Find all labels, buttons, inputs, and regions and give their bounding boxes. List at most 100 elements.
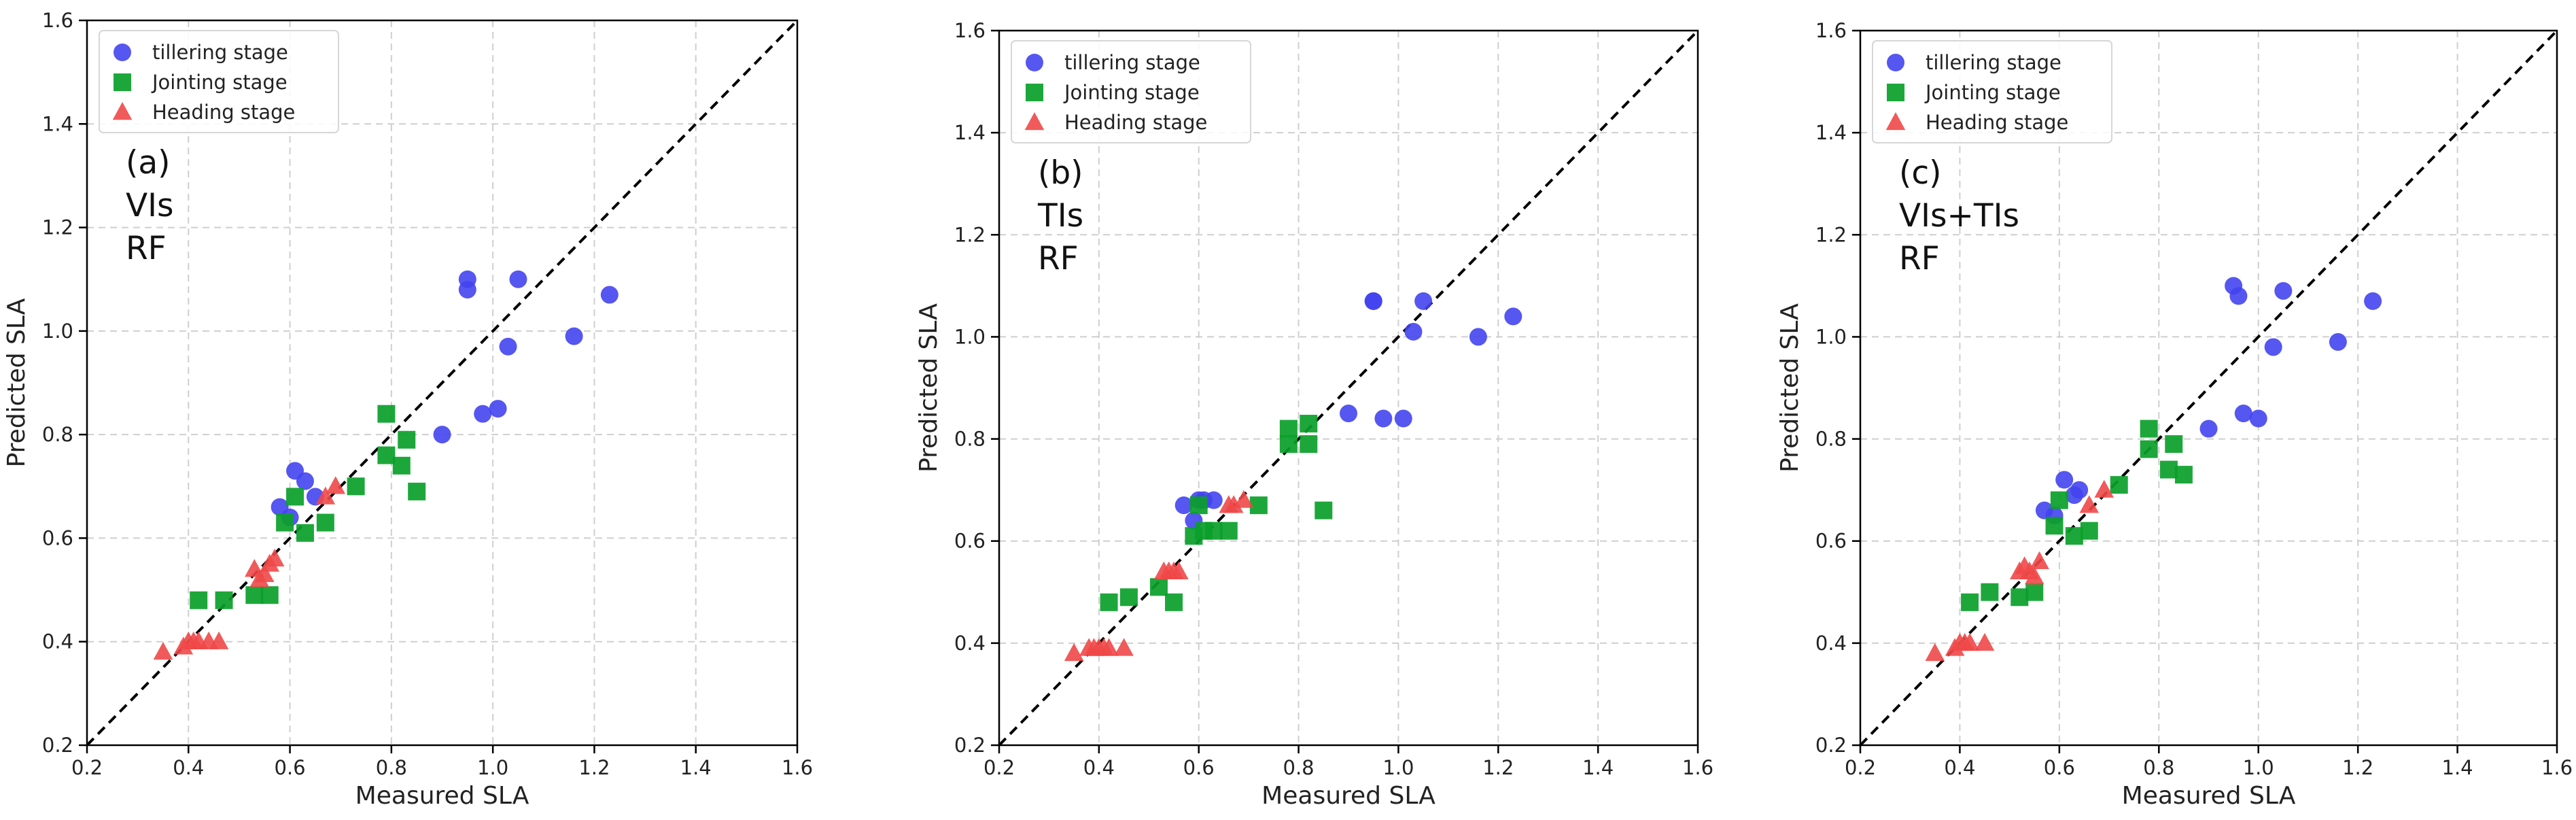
data-point: [1234, 490, 1254, 508]
one-to-one-line: [86, 19, 799, 747]
panel-annotation: (a): [126, 144, 170, 182]
legend-marker: [1026, 54, 1043, 71]
x-tick-label: 0.2: [984, 756, 1015, 779]
data-point: [509, 270, 527, 288]
x-axis-label: Measured SLA: [2122, 782, 2296, 810]
data-point: [254, 564, 275, 582]
data-point: [489, 400, 507, 418]
legend-box: [1872, 40, 2112, 143]
data-point: [1279, 420, 1298, 438]
data-point: [296, 472, 314, 490]
data-point: [1960, 632, 1980, 651]
data-point: [1404, 322, 1423, 341]
data-point: [1165, 593, 1183, 611]
y-axis-label: Predicted SLA: [3, 298, 31, 467]
data-point: [1974, 632, 1995, 651]
data-point: [1469, 328, 1487, 346]
y-tick-label: 1.6: [1815, 19, 1847, 42]
data-point: [1114, 638, 1134, 656]
y-tick-label: 0.4: [1815, 632, 1847, 655]
panel-annotation: RF: [1899, 240, 1940, 277]
y-tick-label: 0.4: [954, 632, 986, 655]
data-point: [2159, 460, 2178, 479]
data-point: [286, 488, 304, 506]
data-point: [1100, 593, 1118, 611]
legend-label: Heading stage: [152, 101, 295, 124]
data-point: [565, 327, 583, 345]
data-point: [1223, 495, 1244, 513]
x-tick-label: 1.6: [2541, 756, 2573, 779]
series-tillering-stage: [271, 270, 619, 526]
x-tick-label: 1.0: [1382, 756, 1414, 779]
data-point: [1064, 643, 1084, 662]
data-point: [1119, 588, 1138, 607]
legend: tillering stage Jointing stage Heading sta…: [1872, 40, 2112, 143]
legend-marker: [112, 102, 133, 120]
data-point: [2045, 517, 2064, 535]
legend-marker: [114, 44, 131, 61]
data-point: [1981, 583, 1999, 601]
data-point: [276, 513, 294, 532]
plot-frame: [86, 19, 799, 747]
panel-annotation: (b): [1038, 154, 1083, 192]
data-point: [2234, 405, 2252, 423]
data-point: [1925, 643, 1945, 662]
x-tick-label: 0.6: [1183, 756, 1215, 779]
data-point: [190, 591, 208, 609]
y-tick-label: 1.6: [42, 9, 73, 32]
series-tillering-stage: [2035, 277, 2382, 525]
data-point: [1219, 522, 1238, 540]
data-point: [2025, 583, 2044, 601]
series-heading-stage: [1064, 490, 1254, 662]
x-tick-label: 1.4: [2442, 756, 2473, 779]
x-tick-label: 1.0: [477, 756, 508, 779]
data-point: [1374, 409, 1393, 428]
data-point: [1364, 292, 1382, 310]
y-axis-label: Predicted SLA: [915, 303, 943, 473]
x-axis-label: Measured SLA: [1261, 782, 1435, 810]
y-tick-label: 1.0: [42, 320, 73, 343]
legend-label: Jointing stage: [151, 71, 288, 94]
y-tick-label: 1.4: [954, 121, 986, 144]
legend-box: [1011, 40, 1251, 143]
data-point: [1204, 491, 1223, 509]
x-tick-label: 0.8: [1283, 756, 1315, 779]
y-tick-label: 0.4: [42, 630, 73, 653]
legend-label: Jointing stage: [1063, 81, 1200, 104]
x-tick-label: 1.2: [1482, 756, 1514, 779]
series-tillering-stage: [1174, 292, 1522, 530]
legend-box: [99, 30, 339, 133]
data-point: [2079, 495, 2100, 513]
data-point: [245, 586, 264, 604]
data-point: [2140, 440, 2158, 458]
y-tick-label: 1.2: [954, 223, 986, 246]
x-tick-label: 0.8: [2143, 756, 2174, 779]
x-tick-label: 0.2: [1845, 756, 1876, 779]
data-point: [2199, 420, 2218, 438]
legend-marker: [1885, 112, 1906, 131]
data-point: [2070, 481, 2089, 499]
y-tick-label: 1.2: [1815, 223, 1847, 246]
x-tick-label: 0.6: [2044, 756, 2075, 779]
plot-frame: [998, 29, 1699, 747]
x-tick-label: 0.2: [71, 756, 103, 779]
chart-panel-2: 0.2 0.4 0.6 0.8 1.0 1.2 1.4 1.6 0.2 0.4 0.6 0.8 1.0 1…: [915, 19, 1713, 810]
y-tick-label: 0.6: [954, 530, 986, 553]
legend-label: tillering stage: [1064, 51, 1200, 74]
data-point: [433, 426, 451, 444]
data-point: [296, 524, 314, 542]
data-point: [1414, 292, 1433, 310]
x-tick-label: 1.0: [2243, 756, 2274, 779]
plot-frame: [1859, 29, 2558, 747]
data-point: [600, 286, 619, 304]
x-tick-label: 1.4: [680, 756, 712, 779]
data-point: [2110, 476, 2128, 494]
y-tick-label: 0.2: [1815, 734, 1847, 757]
data-point: [2024, 566, 2044, 585]
data-point: [326, 476, 346, 494]
data-point: [2094, 479, 2114, 498]
data-point: [1300, 435, 1318, 454]
data-point: [1149, 578, 1168, 596]
data-point: [398, 430, 416, 449]
y-tick-label: 1.4: [42, 112, 73, 135]
